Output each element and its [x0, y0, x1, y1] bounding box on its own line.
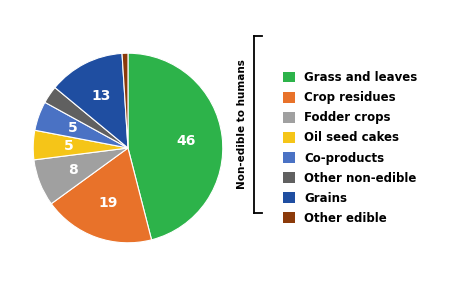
Wedge shape	[122, 53, 128, 148]
Text: Non-edible to humans: Non-edible to humans	[237, 59, 247, 189]
Wedge shape	[33, 130, 128, 160]
Text: 13: 13	[91, 89, 111, 103]
Wedge shape	[45, 88, 128, 148]
Text: 5: 5	[68, 121, 78, 135]
Text: 5: 5	[64, 139, 74, 153]
Text: 46: 46	[177, 133, 196, 148]
Text: 19: 19	[99, 196, 118, 210]
Text: 8: 8	[68, 163, 78, 177]
Legend: Grass and leaves, Crop residues, Fodder crops, Oil seed cakes, Co-products, Othe: Grass and leaves, Crop residues, Fodder …	[281, 69, 420, 227]
Wedge shape	[51, 148, 152, 243]
Wedge shape	[55, 53, 128, 148]
Wedge shape	[128, 53, 223, 240]
Wedge shape	[35, 102, 128, 148]
Wedge shape	[34, 148, 128, 204]
